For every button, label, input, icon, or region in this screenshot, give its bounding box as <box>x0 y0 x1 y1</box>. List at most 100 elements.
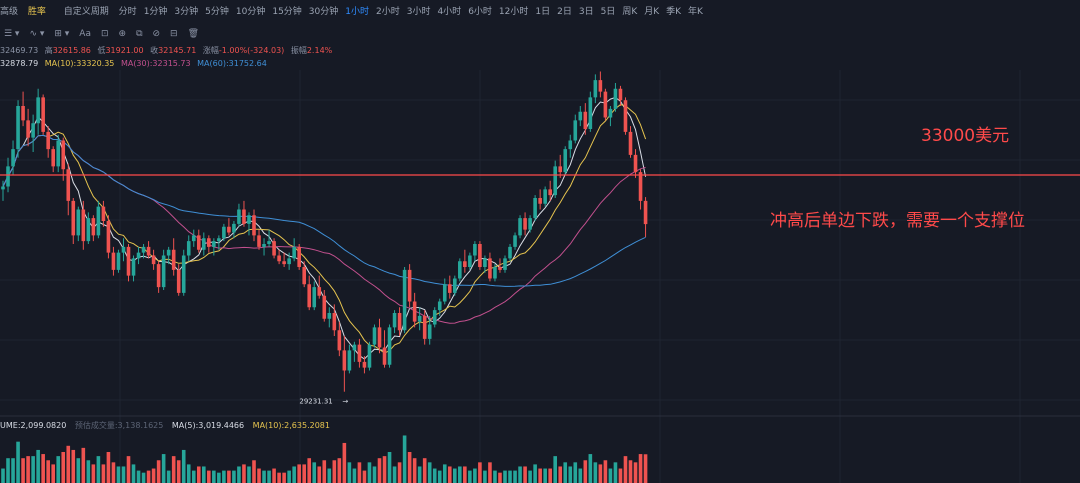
period-12[interactable]: 12小时 <box>498 7 529 17</box>
period-7[interactable]: 1小时 <box>345 7 369 17</box>
candle-body-41 <box>207 238 211 247</box>
candle-body-44 <box>222 226 226 239</box>
candle-body-103 <box>518 218 522 236</box>
volume-bar-87 <box>437 470 442 483</box>
volume-bar-92 <box>463 466 467 483</box>
draw-tool-0[interactable]: ☰ ▾ <box>4 29 20 39</box>
period-0[interactable]: 分时 <box>118 7 137 17</box>
candle-body-7 <box>36 97 40 124</box>
volume-bar-6 <box>31 456 35 483</box>
period-13[interactable]: 1日 <box>535 7 551 17</box>
candle-body-110 <box>553 166 557 196</box>
volume-bar-59 <box>297 464 301 483</box>
volume-bar-116 <box>583 460 588 483</box>
volume-bar-32 <box>161 454 166 483</box>
candle-body-63 <box>317 287 322 296</box>
volume-bar-102 <box>513 470 517 483</box>
volume-bar-127 <box>638 454 643 483</box>
period-19[interactable]: 季K <box>666 7 682 17</box>
volume-bar-20 <box>101 464 106 483</box>
candle-body-90 <box>453 278 457 293</box>
candle-body-58 <box>292 246 296 259</box>
candle-body-53 <box>267 241 271 244</box>
amplitude-value: 2.14% <box>306 46 333 55</box>
draw-tool-7[interactable]: ⊘ <box>152 29 161 39</box>
volume-bar-122 <box>613 462 618 483</box>
candle-body-18 <box>91 218 96 236</box>
draw-tool-8[interactable]: ⊟ <box>170 29 178 39</box>
volume-bar-11 <box>56 456 61 483</box>
candle-body-52 <box>262 244 266 247</box>
period-2[interactable]: 3分钟 <box>174 7 199 17</box>
draw-tool-5[interactable]: ⊕ <box>118 29 127 39</box>
candle-body-89 <box>447 284 452 293</box>
volume-bar-0 <box>1 468 5 483</box>
period-16[interactable]: 5日 <box>600 7 616 17</box>
volume-bar-114 <box>573 462 578 483</box>
candle-body-51 <box>257 235 261 247</box>
candle-body-72 <box>362 361 367 368</box>
candle-body-113 <box>568 140 573 150</box>
draw-tool-1[interactable]: ∿ ▾ <box>29 29 45 39</box>
volume-bar-68 <box>342 442 347 483</box>
candle-body-85 <box>427 324 432 339</box>
period-6[interactable]: 30分钟 <box>308 7 339 17</box>
period-3[interactable]: 5分钟 <box>205 7 229 17</box>
volume-bar-3 <box>16 441 20 483</box>
period-8[interactable]: 2小时 <box>375 7 400 17</box>
candle-body-34 <box>171 249 176 270</box>
candle-body-118 <box>593 80 598 98</box>
volume-bar-38 <box>191 470 196 483</box>
period-15[interactable]: 3日 <box>578 7 594 17</box>
draw-tool-3[interactable]: Aa <box>79 29 91 39</box>
period-list: 分时 1分钟 3分钟 5分钟 10分钟 15分钟 30分钟 1小时 2小时 3小时 4小时 6小时 12… <box>119 0 710 24</box>
volume-bar-57 <box>287 470 291 483</box>
volume-bar-23 <box>116 466 121 483</box>
volume-bar-63 <box>317 466 322 483</box>
candle-body-124 <box>623 100 628 132</box>
candle-body-86 <box>432 310 437 325</box>
draw-tool-2[interactable]: ⊞ ▾ <box>54 29 70 39</box>
period-4[interactable]: 10分钟 <box>235 7 266 17</box>
draw-tool-4[interactable]: ⊡ <box>100 29 109 39</box>
period-11[interactable]: 6小时 <box>468 7 492 17</box>
candle-body-19 <box>96 206 101 236</box>
period-5[interactable]: 15分钟 <box>272 7 302 17</box>
period-18[interactable]: 月K <box>644 7 660 17</box>
candle-body-50 <box>252 215 256 236</box>
draw-tool-9[interactable]: 🗑 <box>187 29 200 39</box>
period-9[interactable]: 3小时 <box>406 7 431 17</box>
winrate-button[interactable]: 胜率 <box>27 7 46 17</box>
period-1[interactable]: 1分钟 <box>143 7 168 17</box>
volume-bar-10 <box>51 464 55 483</box>
candle-body-74 <box>372 327 377 345</box>
period-17[interactable]: 周K <box>622 7 638 17</box>
candle-body-14 <box>71 200 76 236</box>
period-10[interactable]: 4小时 <box>437 7 462 17</box>
close-value: 32145.71 <box>158 46 197 55</box>
period-14[interactable]: 2日 <box>557 7 572 17</box>
candle-body-31 <box>156 264 161 288</box>
candle-body-125 <box>628 131 633 155</box>
low-marker: 29231.31 → <box>299 398 348 406</box>
volume-bar-43 <box>217 472 221 483</box>
volume-bar-78 <box>392 466 397 483</box>
volume-bar-47 <box>237 466 241 483</box>
candle-body-69 <box>347 350 352 371</box>
volume-bar-64 <box>322 460 327 483</box>
volume-bar-118 <box>593 462 598 483</box>
low-value: 31921.00 <box>105 46 144 55</box>
candle-body-3 <box>16 106 20 150</box>
close-label: 收 <box>150 46 159 55</box>
volume-bar-126 <box>633 462 638 483</box>
change-label: 涨幅 <box>202 46 219 55</box>
custom-period-button[interactable]: 自定义周期 <box>63 7 109 17</box>
volume-bar-22 <box>111 462 116 483</box>
candle-body-111 <box>558 166 563 173</box>
drawing-toolbar: ☰ ▾ ∿ ▾ ⊞ ▾ Aa ⊡ ⊕ ⧉ ⊘ ⊟ 🗑 <box>0 24 205 44</box>
candle-body-65 <box>327 313 332 319</box>
basic-button[interactable]: 高级 <box>0 7 19 17</box>
draw-tool-6[interactable]: ⧉ <box>136 29 143 39</box>
period-20[interactable]: 年K <box>688 7 703 17</box>
